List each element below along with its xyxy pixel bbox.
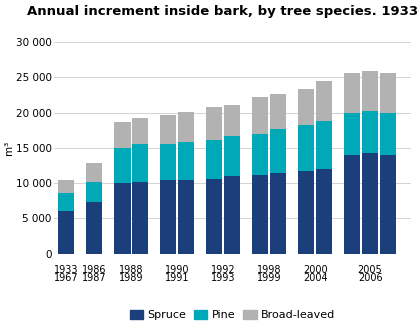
Bar xyxy=(58,193,75,211)
Text: 1967: 1967 xyxy=(54,272,79,282)
Bar xyxy=(380,113,396,155)
Bar xyxy=(298,89,314,124)
Text: 1986: 1986 xyxy=(82,265,106,275)
Bar xyxy=(206,179,222,254)
Bar xyxy=(178,142,194,179)
Bar xyxy=(316,121,332,169)
Bar xyxy=(298,124,314,171)
Bar xyxy=(380,73,396,113)
Text: 2005: 2005 xyxy=(358,265,383,275)
Bar xyxy=(362,153,378,254)
Bar xyxy=(86,202,103,254)
Bar xyxy=(178,112,194,142)
Bar xyxy=(178,179,194,254)
Bar xyxy=(362,71,378,111)
Bar xyxy=(132,182,148,254)
Bar xyxy=(86,182,103,202)
Text: 2006: 2006 xyxy=(358,272,383,282)
Bar xyxy=(252,176,268,254)
Text: 1991: 1991 xyxy=(165,272,189,282)
Bar xyxy=(270,94,286,129)
Text: 1989: 1989 xyxy=(119,272,144,282)
Y-axis label: m³: m³ xyxy=(4,141,14,155)
Text: 1987: 1987 xyxy=(82,272,107,282)
Bar xyxy=(224,176,241,254)
Bar xyxy=(86,163,103,182)
Bar xyxy=(380,155,396,254)
Bar xyxy=(344,155,360,254)
Bar xyxy=(224,105,241,136)
Bar xyxy=(160,115,176,144)
Bar xyxy=(316,169,332,254)
Bar xyxy=(160,144,176,180)
Text: 1933: 1933 xyxy=(54,265,79,275)
Text: 1999: 1999 xyxy=(257,272,282,282)
Bar xyxy=(206,107,222,140)
Bar xyxy=(224,136,241,176)
Text: 2004: 2004 xyxy=(303,272,328,282)
Text: 1992: 1992 xyxy=(211,265,235,275)
Bar xyxy=(160,180,176,254)
Text: 2000: 2000 xyxy=(303,265,328,275)
Bar xyxy=(114,122,130,148)
Bar xyxy=(344,73,360,113)
Bar xyxy=(58,211,75,254)
Bar xyxy=(252,134,268,176)
Bar xyxy=(114,183,130,254)
Bar xyxy=(252,97,268,134)
Text: 1990: 1990 xyxy=(165,265,189,275)
Bar xyxy=(344,113,360,155)
Bar xyxy=(298,171,314,254)
Text: 1993: 1993 xyxy=(211,272,235,282)
Bar xyxy=(270,129,286,173)
Bar xyxy=(132,118,148,144)
Bar xyxy=(362,111,378,153)
Legend: Spruce, Pine, Broad-leaved: Spruce, Pine, Broad-leaved xyxy=(125,306,340,325)
Bar xyxy=(132,144,148,182)
Bar xyxy=(206,140,222,179)
Text: 1998: 1998 xyxy=(257,265,282,275)
Bar xyxy=(270,173,286,254)
Text: Annual increment inside bark, by tree species. 1933-2006. 1000m³: Annual increment inside bark, by tree sp… xyxy=(27,5,419,18)
Bar xyxy=(114,148,130,183)
Text: 1988: 1988 xyxy=(119,265,144,275)
Bar xyxy=(316,81,332,121)
Bar xyxy=(58,180,75,193)
